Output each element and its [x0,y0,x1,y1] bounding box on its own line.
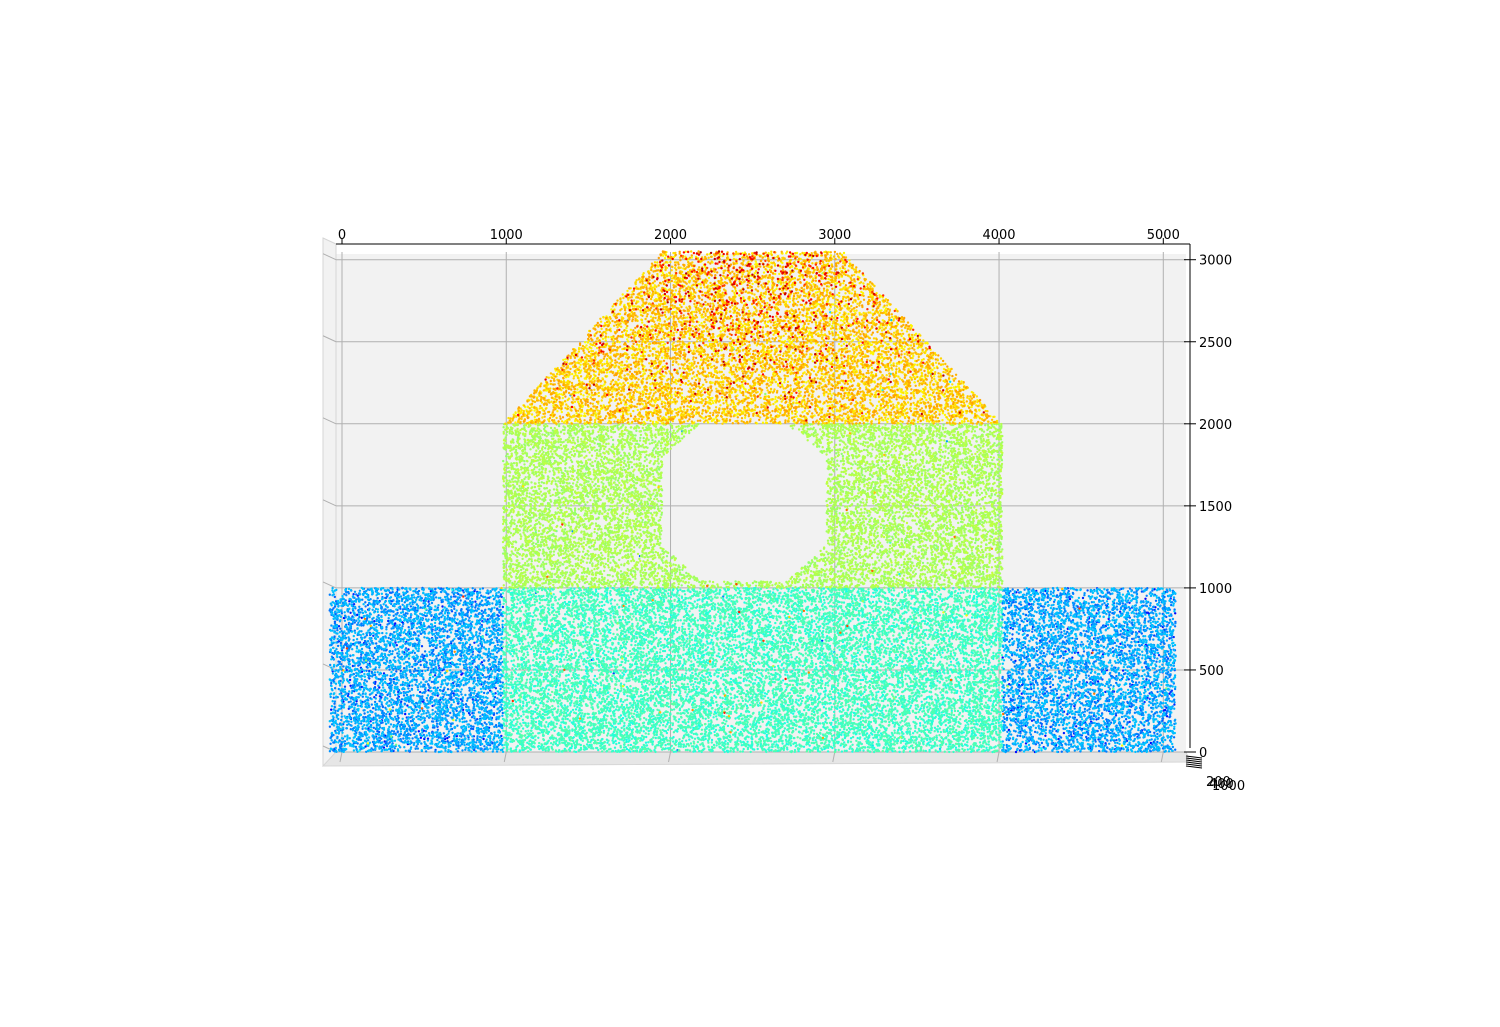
scatter-point-group [501,326,1009,739]
x-grid-floor-line [832,751,836,763]
z-tick-label: 2500 [1199,336,1232,351]
bottom-pane [321,751,1191,767]
y-tick-label: 400 [1209,777,1234,792]
y-tick-mark [1185,755,1203,759]
x-tick-label: 5000 [1147,228,1180,243]
y-tick-mark [1185,765,1203,769]
y-tick-label: 200 [1206,775,1231,790]
z-grid-side-line [322,499,337,507]
x-grid-floor-line [668,751,672,763]
y-tick-label: 1000 [1212,779,1245,794]
z-grid-side-line [322,417,337,425]
scatter-point-group [328,586,1177,754]
z-grid-side-line [322,253,337,261]
scatter-point-group [502,389,1004,660]
scatter-point-group [508,250,997,697]
z-grid-side-line [322,581,337,589]
x-tick-label: 0 [338,228,346,243]
y-tick-mark [1185,761,1203,765]
z-grid-side-line [322,663,337,671]
z-tick-label: 500 [1199,664,1224,679]
x-tick-label: 3000 [818,228,851,243]
z-grid-side-line [322,335,337,343]
z-tick-label: 0 [1199,746,1207,761]
x-grid-floor-line [339,751,343,763]
z-tick-label: 3000 [1199,254,1232,269]
z-ticks: 0 500 1000 1500 2000 2500 3000 [1184,254,1232,761]
x-grid-floor-line [503,751,507,763]
scatter-points [328,250,1177,754]
z-tick-label: 2000 [1199,418,1232,433]
scatter-point-group [364,281,1168,690]
z-tick-label: 1000 [1199,582,1232,597]
scatter-point-group [420,508,1005,716]
x-grid-floor-line [1160,751,1164,763]
z-tick-label: 1500 [1199,500,1232,515]
scatter-point-group [592,254,961,416]
scatter-point-group [516,251,911,417]
scatter-point-group [363,320,1096,695]
scatter-point-group [463,372,952,680]
scatter-point-group [563,569,1094,682]
scatter-point-group [544,250,931,419]
y-tick-mark [1185,759,1203,763]
y-tick-mark [1185,763,1203,767]
left-side-pane [322,237,337,767]
scatter-point-group [641,252,1081,610]
scatter-point-group [345,251,898,650]
scatter-point-group [562,250,945,391]
x-tick-label: 4000 [982,228,1015,243]
scatter-point-group [453,650,810,712]
x-grid-floor-line [996,751,1000,763]
scatter-point-group [424,531,1003,754]
x-tick-label: 2000 [654,228,687,243]
scatter-point-group [574,253,985,422]
x-ticks: 0 1000 2000 3000 4000 5000 [338,228,1180,244]
y-tick-mark [1185,757,1203,761]
x-tick-label: 1000 [490,228,523,243]
axes [336,243,1191,748]
